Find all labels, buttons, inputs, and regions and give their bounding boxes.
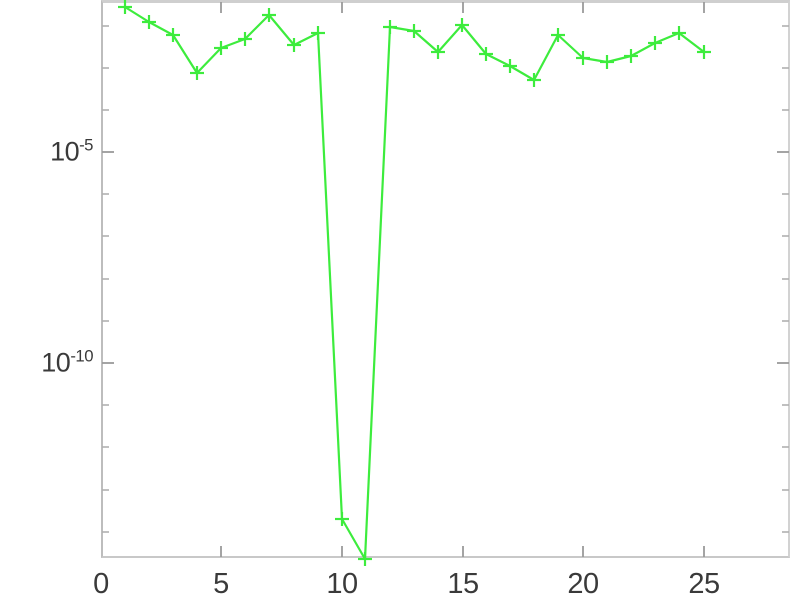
y-tick-exponent: -10: [70, 346, 93, 366]
plot-area: [101, 0, 790, 558]
x-tick-label: 15: [447, 568, 479, 600]
y-tick-mantissa: 10: [50, 136, 80, 167]
x-tick-label: 10: [326, 568, 358, 600]
x-tick-label: 20: [567, 568, 599, 600]
x-tick-label: 25: [688, 568, 720, 600]
y-tick-label: 10-5: [50, 137, 93, 168]
y-tick-mantissa: 10: [41, 347, 71, 378]
y-tick-exponent: -5: [79, 135, 93, 155]
x-tick-label: 5: [213, 568, 229, 600]
x-tick-label: 0: [93, 568, 109, 600]
y-tick-label: 10-10: [41, 348, 93, 379]
